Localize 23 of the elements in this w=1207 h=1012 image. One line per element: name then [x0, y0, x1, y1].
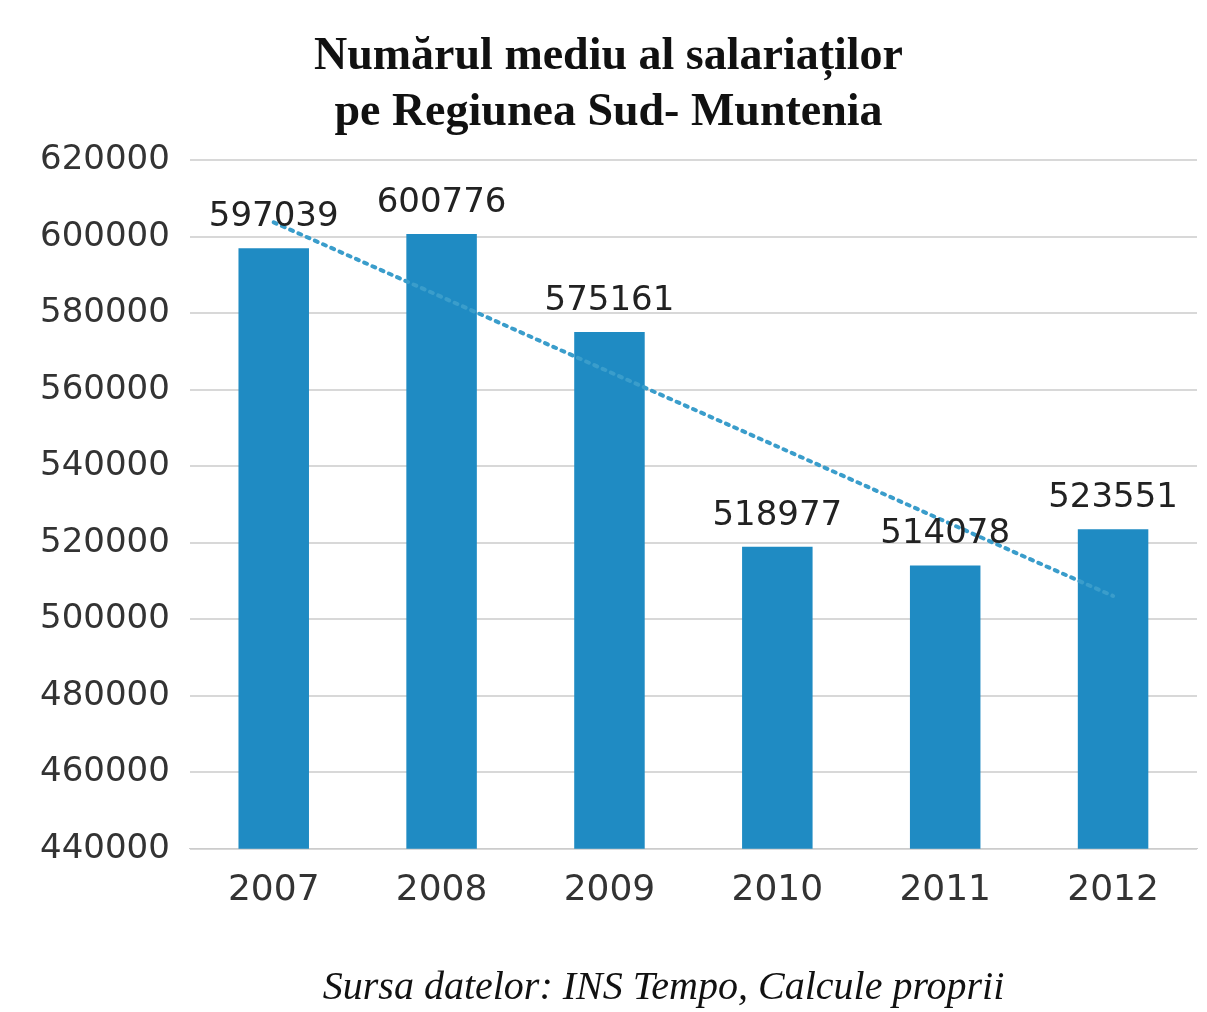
text: Sursa datelor: INS Tempo, Calcule proprii — [322, 962, 1005, 1008]
y-tick-label: 560000 — [39, 366, 170, 407]
y-tick-label: 600000 — [39, 213, 170, 254]
y-tick-label: 440000 — [39, 825, 170, 866]
y-tick-label: 620000 — [39, 137, 170, 178]
x-tick-label: 2009 — [563, 866, 656, 908]
data-label: 600776 — [376, 179, 507, 220]
x-tick-label: 2007 — [227, 866, 320, 908]
y-tick-label: 460000 — [39, 749, 170, 790]
y-tick-label: 580000 — [39, 290, 170, 331]
data-label: 518977 — [712, 492, 843, 533]
chart-title: Numărul mediu al salariaților pe Regiunea Sud- Muntenia — [313, 28, 904, 135]
data-label: 523551 — [1048, 475, 1178, 516]
x-tick-label: 2008 — [395, 866, 488, 908]
y-tick-label: 500000 — [39, 596, 170, 637]
y-tick-label: 540000 — [39, 443, 170, 484]
x-tick-label: 2010 — [731, 866, 824, 908]
data-label: 575161 — [544, 277, 675, 318]
x-tick-label: 2011 — [899, 866, 992, 908]
y-tick-label: 520000 — [39, 519, 170, 560]
data-label: 597039 — [208, 194, 339, 235]
x-tick-label: 2012 — [1067, 866, 1159, 908]
y-tick-label: 480000 — [39, 672, 170, 713]
